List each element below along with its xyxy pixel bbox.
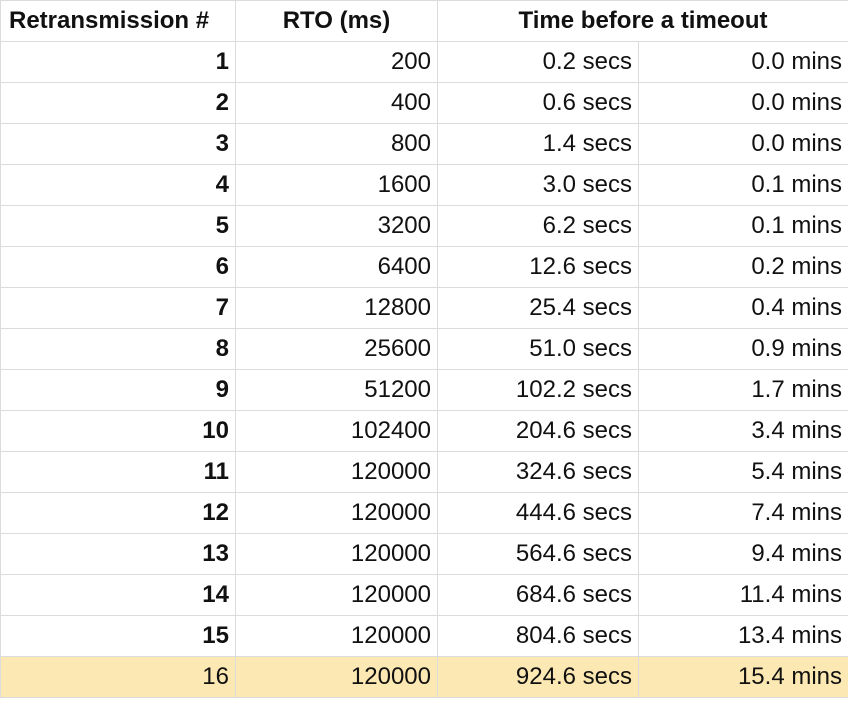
cell[interactable]: 12800 [235, 287, 438, 329]
cell[interactable]: 444.6 secs [437, 492, 639, 534]
cell[interactable]: 0.9 mins [637, 328, 848, 370]
cell[interactable]: 3.0 secs [437, 164, 639, 206]
cell[interactable]: 120000 [235, 451, 438, 493]
table-row[interactable]: 14 120000 684.6 secs 11.4 mins [0, 574, 848, 616]
cell[interactable]: 25.4 secs [437, 287, 639, 329]
cell[interactable]: 0.6 secs [437, 82, 639, 124]
cell[interactable]: 120000 [235, 656, 438, 698]
table-row[interactable]: 6 6400 12.6 secs 0.2 mins [0, 246, 848, 288]
cell[interactable]: 4 [0, 164, 236, 206]
table-row[interactable]: 11 120000 324.6 secs 5.4 mins [0, 451, 848, 493]
table-row[interactable]: 15 120000 804.6 secs 13.4 mins [0, 615, 848, 657]
header-cell: Time before a timeout [436, 0, 848, 42]
header-cell: RTO (ms) [235, 0, 438, 42]
table-row[interactable]: 9 51200 102.2 secs 1.7 mins [0, 369, 848, 411]
cell[interactable]: 5 [0, 205, 236, 247]
table-row[interactable]: 13 120000 564.6 secs 9.4 mins [0, 533, 848, 575]
cell[interactable]: 0.0 mins [637, 123, 848, 165]
table-row[interactable]: 16 120000 924.6 secs 15.4 mins [0, 656, 848, 698]
cell[interactable]: 7 [0, 287, 236, 329]
cell[interactable]: 3200 [235, 205, 438, 247]
cell[interactable]: 924.6 secs [437, 656, 639, 698]
cell[interactable]: 3.4 mins [637, 410, 848, 452]
cell[interactable]: 400 [235, 82, 438, 124]
cell[interactable]: 13 [0, 533, 236, 575]
table-row[interactable]: 12 120000 444.6 secs 7.4 mins [0, 492, 848, 534]
spreadsheet: Retransmission # RTO (ms) Time before a … [0, 0, 848, 698]
cell[interactable]: 1.7 mins [637, 369, 848, 411]
cell[interactable]: 120000 [235, 574, 438, 616]
cell[interactable]: 6400 [235, 246, 438, 288]
cell[interactable]: 120000 [235, 533, 438, 575]
cell[interactable]: 800 [235, 123, 438, 165]
cell[interactable]: 5.4 mins [637, 451, 848, 493]
cell[interactable]: 11 [0, 451, 236, 493]
cell[interactable]: 13.4 mins [637, 615, 848, 657]
cell[interactable]: 0.2 secs [437, 41, 639, 83]
cell[interactable]: 120000 [235, 615, 438, 657]
table-row[interactable]: 8 25600 51.0 secs 0.9 mins [0, 328, 848, 370]
table-row[interactable]: 2 400 0.6 secs 0.0 mins [0, 82, 848, 124]
table-row[interactable]: 3 800 1.4 secs 0.0 mins [0, 123, 848, 165]
cell[interactable]: 684.6 secs [437, 574, 639, 616]
table-row[interactable]: 7 12800 25.4 secs 0.4 mins [0, 287, 848, 329]
cell[interactable]: 1 [0, 41, 236, 83]
cell[interactable]: 804.6 secs [437, 615, 639, 657]
cell[interactable]: 1600 [235, 164, 438, 206]
cell[interactable]: 0.1 mins [637, 205, 848, 247]
cell[interactable]: 14 [0, 574, 236, 616]
cell[interactable]: 6 [0, 246, 236, 288]
cell[interactable]: 12 [0, 492, 236, 534]
cell[interactable]: 8 [0, 328, 236, 370]
cell[interactable]: 9.4 mins [637, 533, 848, 575]
cell[interactable]: 3 [0, 123, 236, 165]
cell[interactable]: 51.0 secs [437, 328, 639, 370]
table-body: 1 200 0.2 secs 0.0 mins 2 400 0.6 secs 0.0 mins… [0, 41, 848, 698]
cell[interactable]: 0.0 mins [637, 41, 848, 83]
cell[interactable]: 6.2 secs [437, 205, 639, 247]
table-row[interactable]: 1 200 0.2 secs 0.0 mins [0, 41, 848, 83]
cell[interactable]: 25600 [235, 328, 438, 370]
cell[interactable]: 200 [235, 41, 438, 83]
table-row[interactable]: 10 102400 204.6 secs 3.4 mins [0, 410, 848, 452]
header-row: Retransmission # RTO (ms) Time before a … [0, 0, 848, 42]
cell[interactable]: 0.2 mins [637, 246, 848, 288]
cell[interactable]: 12.6 secs [437, 246, 639, 288]
cell[interactable]: 0.0 mins [637, 82, 848, 124]
cell[interactable]: 0.4 mins [637, 287, 848, 329]
cell[interactable]: 15.4 mins [637, 656, 848, 698]
cell[interactable]: 2 [0, 82, 236, 124]
table-row[interactable]: 4 1600 3.0 secs 0.1 mins [0, 164, 848, 206]
cell[interactable]: 1.4 secs [437, 123, 639, 165]
cell[interactable]: 204.6 secs [437, 410, 639, 452]
cell[interactable]: 9 [0, 369, 236, 411]
table-row[interactable]: 5 3200 6.2 secs 0.1 mins [0, 205, 848, 247]
header-cell: Retransmission # [0, 0, 236, 42]
cell[interactable]: 102.2 secs [437, 369, 639, 411]
cell[interactable]: 16 [0, 656, 236, 698]
cell[interactable]: 51200 [235, 369, 438, 411]
cell[interactable]: 564.6 secs [437, 533, 639, 575]
cell[interactable]: 102400 [235, 410, 438, 452]
cell[interactable]: 7.4 mins [637, 492, 848, 534]
cell[interactable]: 0.1 mins [637, 164, 848, 206]
cell[interactable]: 11.4 mins [637, 574, 848, 616]
cell[interactable]: 15 [0, 615, 236, 657]
cell[interactable]: 120000 [235, 492, 438, 534]
cell[interactable]: 324.6 secs [437, 451, 639, 493]
cell[interactable]: 10 [0, 410, 236, 452]
